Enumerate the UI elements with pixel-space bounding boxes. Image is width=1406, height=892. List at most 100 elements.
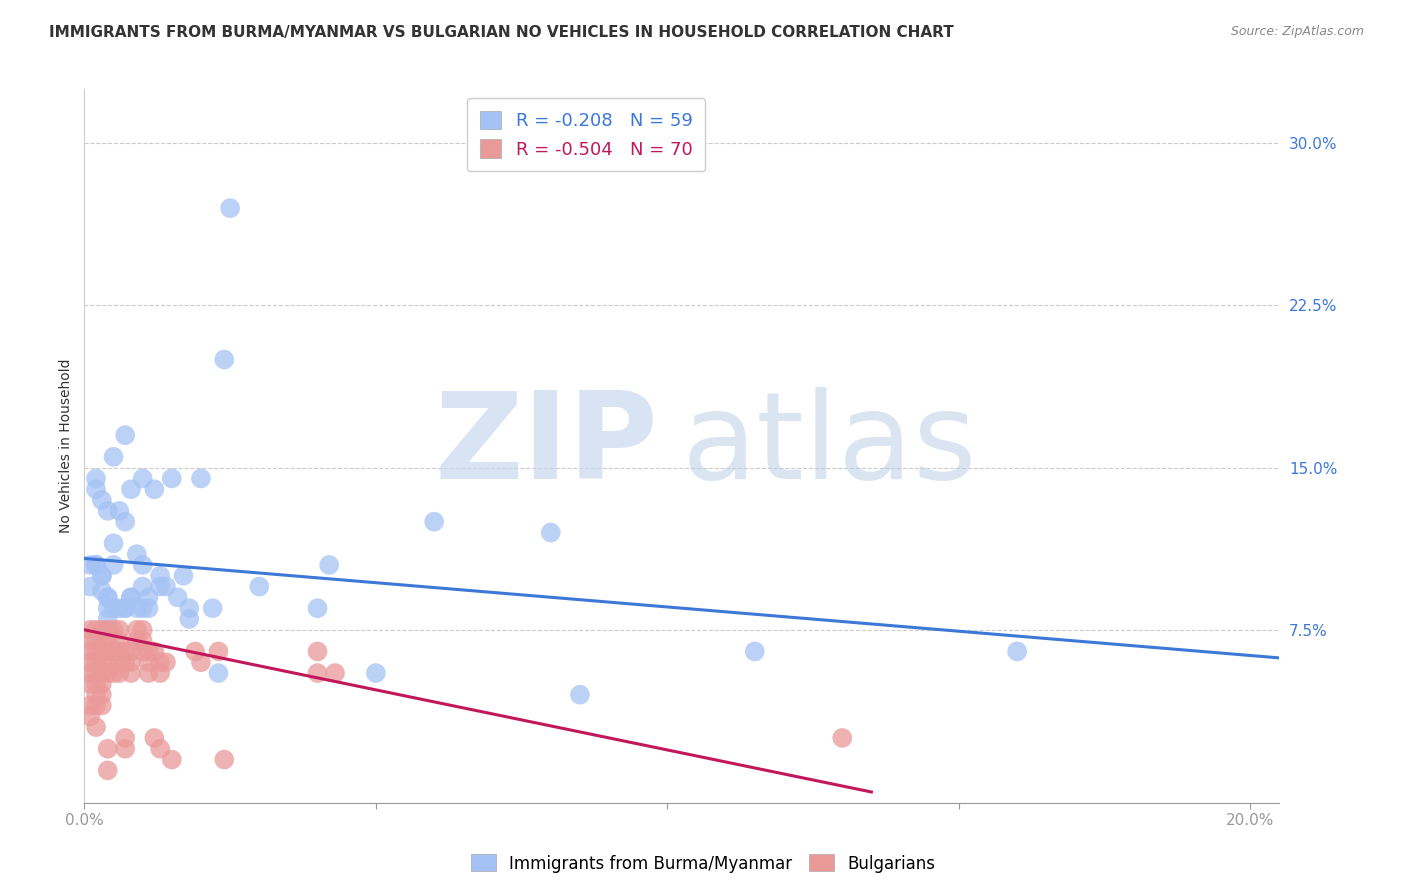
Point <box>120 666 142 681</box>
Point <box>97 633 120 648</box>
Point <box>307 601 329 615</box>
Point <box>125 601 148 615</box>
Point <box>79 644 101 658</box>
Point <box>108 623 131 637</box>
Point <box>179 612 201 626</box>
Point <box>114 601 136 615</box>
Text: IMMIGRANTS FROM BURMA/MYANMAR VS BULGARIAN NO VEHICLES IN HOUSEHOLD CORRELATION : IMMIGRANTS FROM BURMA/MYANMAR VS BULGARI… <box>49 25 953 40</box>
Point <box>97 504 120 518</box>
Point <box>120 644 142 658</box>
Point <box>90 568 112 582</box>
Point <box>190 655 212 669</box>
Point <box>120 655 142 669</box>
Point <box>97 741 120 756</box>
Point <box>149 580 172 594</box>
Point <box>247 580 270 594</box>
Point <box>84 698 107 713</box>
Point <box>114 515 136 529</box>
Point <box>90 688 112 702</box>
Point <box>318 558 340 572</box>
Point <box>114 655 136 669</box>
Point <box>149 666 172 681</box>
Point <box>103 536 125 550</box>
Point <box>97 655 120 669</box>
Point <box>79 709 101 723</box>
Point <box>143 644 166 658</box>
Legend: R = -0.208   N = 59, R = -0.504   N = 70: R = -0.208 N = 59, R = -0.504 N = 70 <box>467 98 706 171</box>
Point <box>90 677 112 691</box>
Point <box>423 515 446 529</box>
Point <box>103 558 125 572</box>
Point <box>149 741 172 756</box>
Point <box>90 623 112 637</box>
Point <box>84 558 107 572</box>
Point <box>201 601 224 615</box>
Point <box>108 504 131 518</box>
Point <box>97 764 120 778</box>
Point <box>138 666 160 681</box>
Point <box>214 352 236 367</box>
Point <box>103 601 125 615</box>
Point <box>79 698 101 713</box>
Point <box>97 601 120 615</box>
Point <box>364 666 387 681</box>
Point <box>831 731 853 745</box>
Point <box>108 655 131 669</box>
Text: atlas: atlas <box>682 387 977 505</box>
Point <box>90 583 112 598</box>
Point <box>97 623 120 637</box>
Text: ZIP: ZIP <box>434 387 658 505</box>
Point <box>84 720 107 734</box>
Point <box>120 482 142 496</box>
Point <box>90 644 112 658</box>
Point <box>103 450 125 464</box>
Point <box>103 666 125 681</box>
Point <box>143 482 166 496</box>
Point <box>84 471 107 485</box>
Point <box>138 601 160 615</box>
Point <box>120 591 142 605</box>
Point <box>125 547 148 561</box>
Point <box>90 655 112 669</box>
Point <box>138 591 160 605</box>
Point <box>97 591 120 605</box>
Point <box>97 612 120 626</box>
Point <box>79 558 101 572</box>
Point <box>131 633 153 648</box>
Point <box>79 633 101 648</box>
Point <box>207 666 229 681</box>
Point <box>84 677 107 691</box>
Point <box>79 623 101 637</box>
Point <box>143 731 166 745</box>
Point <box>84 558 107 572</box>
Point <box>131 580 153 594</box>
Point <box>84 623 107 637</box>
Point <box>540 525 562 540</box>
Point <box>307 666 329 681</box>
Point <box>179 601 201 615</box>
Point <box>79 677 101 691</box>
Point <box>90 633 112 648</box>
Point <box>149 568 172 582</box>
Point <box>214 753 236 767</box>
Point <box>84 482 107 496</box>
Point <box>160 471 183 485</box>
Point <box>108 633 131 648</box>
Point <box>84 644 107 658</box>
Point <box>108 666 131 681</box>
Point <box>97 644 120 658</box>
Point <box>120 591 142 605</box>
Point <box>1005 644 1028 658</box>
Point <box>114 731 136 745</box>
Point <box>166 591 188 605</box>
Point <box>79 580 101 594</box>
Point <box>114 741 136 756</box>
Point <box>568 688 591 702</box>
Point <box>744 644 766 658</box>
Point <box>97 666 120 681</box>
Point <box>90 493 112 508</box>
Point <box>114 428 136 442</box>
Point <box>131 623 153 637</box>
Point <box>155 655 177 669</box>
Point <box>84 633 107 648</box>
